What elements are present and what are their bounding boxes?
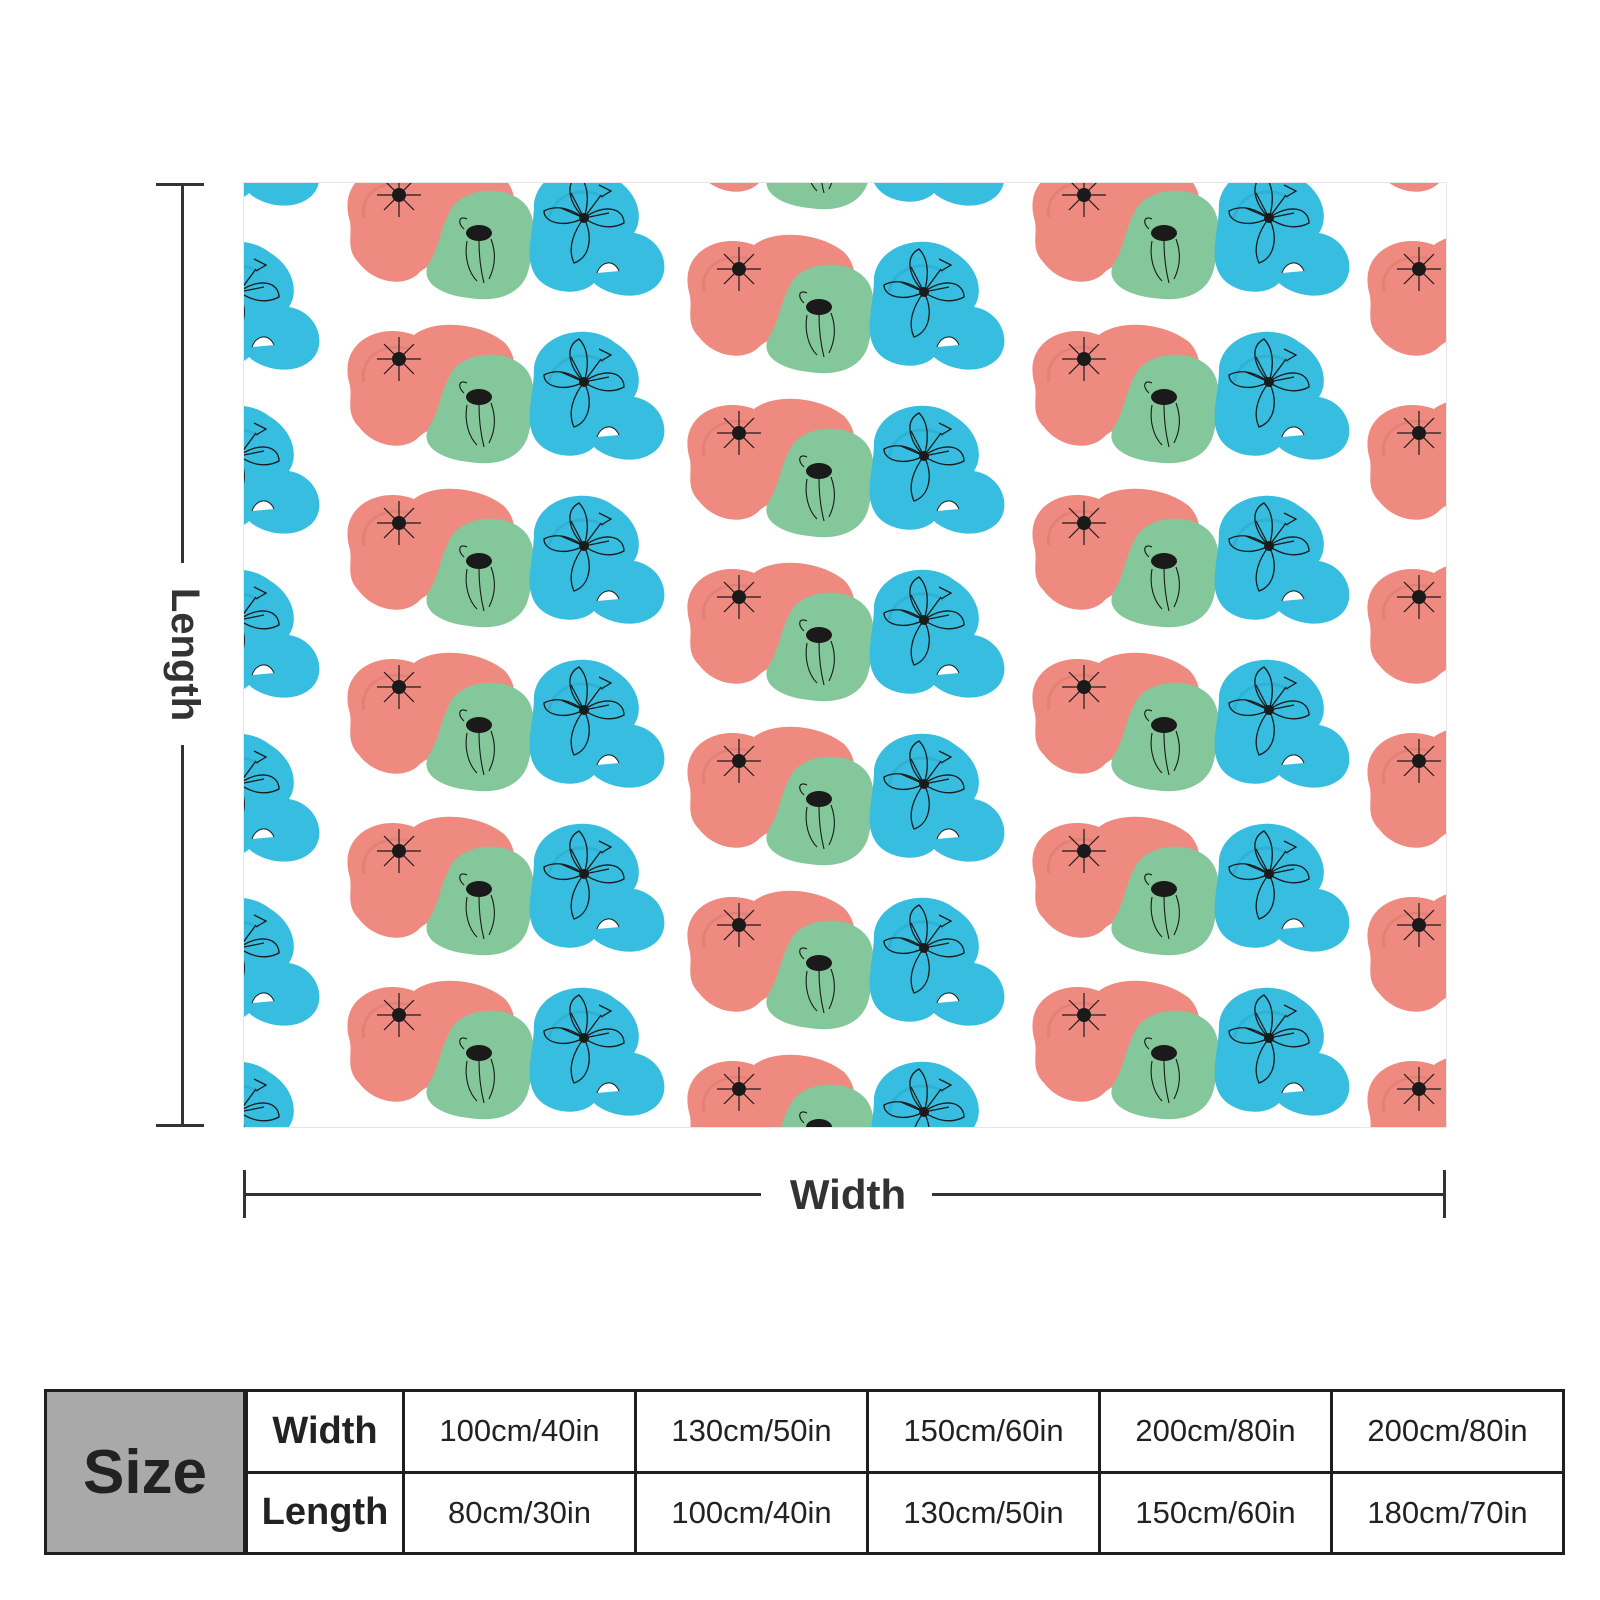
flower-cluster [1365,889,1446,1031]
flower-cluster [1365,725,1446,867]
width-row-label: Width [244,1389,405,1474]
length-line-lower [181,745,184,1127]
width-cell: 100cm/40in [402,1389,637,1474]
flower-cluster [244,233,321,375]
flower-cluster [685,1053,1006,1127]
length-cap-top [156,183,204,186]
blanket-product-image [244,183,1446,1127]
length-label: Length [160,576,210,732]
width-line-left [243,1193,761,1196]
flower-cluster [345,183,666,301]
length-cell: 180cm/70in [1330,1470,1565,1555]
size-header-cell: Size [44,1389,248,1555]
flower-cluster [685,889,1006,1031]
flower-cluster [1030,323,1351,465]
flower-cluster [345,815,666,957]
flower-cluster [244,183,321,211]
length-label-text: Length [163,587,208,721]
width-cell: 200cm/80in [1330,1389,1565,1474]
flower-cluster [685,183,1006,211]
length-cell: 100cm/40in [634,1470,869,1555]
length-cell: 80cm/30in [402,1470,637,1555]
flower-cluster [1030,651,1351,793]
width-cap-right [1443,1170,1446,1218]
length-row-label: Length [244,1470,405,1555]
width-cell: 130cm/50in [634,1389,869,1474]
flower-cluster [1365,1053,1446,1127]
flower-cluster [1030,979,1351,1121]
flower-cluster [685,561,1006,703]
length-line-upper [181,183,184,563]
flower-cluster [1365,397,1446,539]
width-cell: 200cm/80in [1098,1389,1333,1474]
flower-cluster [345,979,666,1121]
flower-cluster [1030,183,1351,301]
length-cap-bottom [156,1124,204,1127]
flower-cluster [244,397,321,539]
flower-cluster [1030,487,1351,629]
flower-cluster [345,651,666,793]
size-chart-table: Size Width 100cm/40in 130cm/50in 150cm/6… [44,1389,1565,1555]
flower-cluster [1365,183,1446,211]
width-cell: 150cm/60in [866,1389,1101,1474]
length-cell: 130cm/50in [866,1470,1101,1555]
length-row: Length 80cm/30in 100cm/40in 130cm/50in 1… [46,1470,1565,1555]
flower-cluster [1365,561,1446,703]
width-label: Width [789,1171,907,1218]
flower-cluster [685,397,1006,539]
flower-cluster [345,323,666,465]
flower-cluster [1030,815,1351,957]
width-row: Size Width 100cm/40in 130cm/50in 150cm/6… [44,1389,1565,1555]
flower-cluster [244,889,321,1031]
flower-cluster [244,725,321,867]
flower-cluster [244,1053,321,1127]
flower-cluster [685,233,1006,375]
flower-cluster [685,725,1006,867]
flower-cluster [244,561,321,703]
flower-cluster [345,487,666,629]
length-cell: 150cm/60in [1098,1470,1333,1555]
flower-cluster [1365,233,1446,375]
floral-pattern [244,183,1446,1127]
width-line-right [932,1193,1446,1196]
